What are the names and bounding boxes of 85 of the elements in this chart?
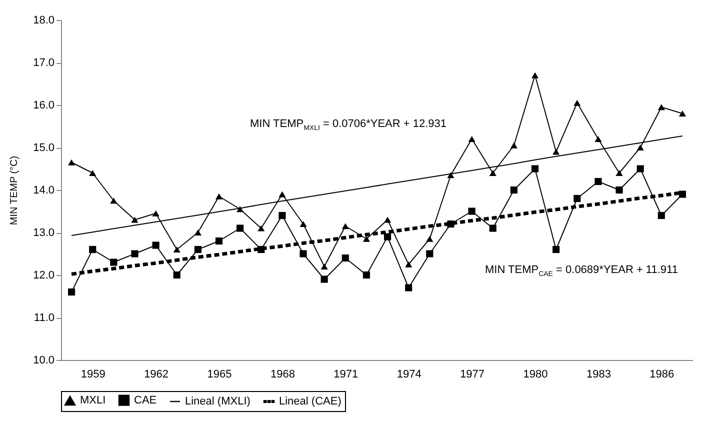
point — [278, 191, 286, 198]
y-tick-label: 18.0 — [33, 14, 54, 26]
point — [236, 224, 244, 232]
legend-label: CAE — [134, 394, 157, 406]
point — [531, 72, 539, 78]
annotation: MIN TEMP$_{CAE}$ = 0.0689*YEAR + 11.911 — [485, 264, 678, 278]
point — [89, 246, 96, 254]
point — [636, 144, 644, 151]
point — [68, 288, 76, 296]
point — [489, 224, 496, 232]
point — [89, 170, 96, 176]
point — [574, 194, 581, 202]
x-tick-label: 1983 — [586, 368, 611, 380]
y-axis-title: MIN TEMP (°C) — [9, 156, 20, 226]
point — [215, 237, 223, 245]
point — [678, 190, 686, 198]
point — [258, 246, 265, 254]
point — [574, 100, 581, 106]
point — [131, 250, 138, 258]
point — [342, 254, 349, 262]
point — [152, 242, 160, 249]
point — [510, 142, 518, 148]
point — [552, 148, 560, 155]
point — [468, 136, 476, 142]
point — [552, 246, 560, 254]
x-tick-label: 1986 — [650, 368, 674, 380]
point — [636, 165, 644, 172]
x-tick-label: 1980 — [523, 368, 548, 380]
point — [405, 261, 412, 268]
y-tick-label: 14.0 — [33, 184, 54, 196]
point — [152, 210, 160, 216]
point — [173, 246, 180, 253]
x-tick-label: 1974 — [396, 368, 422, 380]
point — [658, 212, 665, 220]
point — [489, 170, 496, 176]
point — [384, 233, 392, 240]
point — [320, 276, 328, 283]
legend-label: MXLI — [80, 394, 106, 407]
annotation: MIN TEMP$_{MXLI}$ = 0.0706*YEAR + 12.931 — [250, 118, 447, 132]
y-tick-label: 15.0 — [33, 142, 54, 154]
point — [362, 236, 370, 242]
legend-label: Lineal (CAE) — [279, 396, 342, 408]
point — [594, 136, 602, 142]
point — [173, 271, 180, 279]
point — [531, 165, 539, 172]
point — [362, 271, 370, 279]
x-tick-label: 1959 — [80, 368, 106, 380]
x-tick-label: 1968 — [270, 368, 295, 380]
point — [447, 172, 454, 178]
point — [300, 220, 307, 228]
point — [616, 186, 623, 194]
point — [131, 216, 138, 223]
point — [594, 178, 602, 186]
point — [342, 223, 349, 230]
point — [215, 193, 223, 200]
point — [426, 250, 434, 258]
point — [384, 216, 392, 223]
point — [447, 220, 454, 228]
y-tick-label: 11.0 — [34, 312, 54, 324]
point — [426, 236, 434, 242]
y-tick-label: 16.0 — [33, 100, 54, 112]
point — [278, 212, 286, 220]
y-tick-label: 17.0 — [33, 57, 54, 69]
point — [678, 110, 686, 117]
y-tick-label: 10.0 — [33, 354, 54, 366]
point — [110, 198, 118, 204]
point — [616, 170, 623, 176]
point — [405, 284, 412, 292]
x-tick-label: 1977 — [460, 368, 485, 380]
point — [510, 186, 518, 194]
point — [258, 225, 265, 232]
point — [194, 246, 202, 254]
point — [300, 250, 307, 258]
legend-label: Lineal (MXLI) — [185, 396, 250, 408]
point — [320, 263, 328, 270]
x-tick-label: 1962 — [144, 368, 169, 380]
point — [468, 208, 476, 215]
y-tick-label: 13.0 — [33, 227, 54, 239]
y-tick-label: 12.0 — [33, 270, 54, 282]
point — [68, 159, 76, 166]
x-tick-label: 1965 — [207, 368, 232, 380]
x-tick-label: 1971 — [334, 368, 358, 380]
point — [194, 229, 202, 236]
point — [658, 104, 665, 110]
point — [110, 258, 118, 266]
